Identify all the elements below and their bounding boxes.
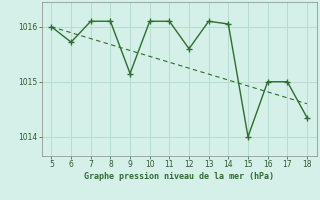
X-axis label: Graphe pression niveau de la mer (hPa): Graphe pression niveau de la mer (hPa) [84,172,274,181]
